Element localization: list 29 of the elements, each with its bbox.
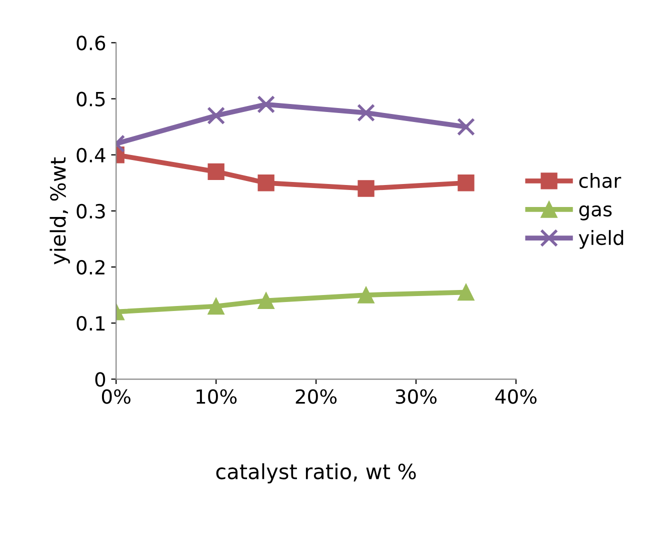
y-tick-label: 0.5 — [76, 92, 105, 106]
y-tick-label: 0.3 — [76, 204, 105, 219]
x-tick-label: 30% — [396, 389, 437, 404]
y-tick-label: 0 — [95, 372, 106, 387]
x-tick-label: 40% — [495, 389, 537, 404]
point — [208, 163, 224, 180]
point — [358, 180, 374, 197]
point — [456, 118, 476, 136]
legend-label: yield — [578, 230, 624, 249]
x-tick-label: 0% — [102, 389, 130, 404]
point — [207, 106, 226, 125]
y-axis-title: yield, %wt — [50, 157, 70, 264]
point — [458, 174, 474, 192]
legend-label: char — [579, 172, 622, 188]
point — [257, 95, 276, 114]
point — [357, 104, 376, 122]
y-tick-label: 0.6 — [76, 36, 106, 50]
x-axis-title: catalyst ratio, wt % — [216, 463, 416, 484]
point — [258, 292, 274, 309]
x-tick-label: 10% — [196, 389, 237, 404]
x-tick-label: 20% — [296, 389, 337, 404]
point — [208, 298, 224, 315]
point — [258, 174, 274, 192]
point — [458, 284, 474, 301]
y-tick-label: 0.4 — [76, 148, 106, 163]
legend-label: gas — [579, 205, 612, 220]
y-tick-label: 0.2 — [76, 260, 104, 275]
point — [358, 286, 374, 304]
y-tick-label: 0.1 — [76, 316, 105, 331]
